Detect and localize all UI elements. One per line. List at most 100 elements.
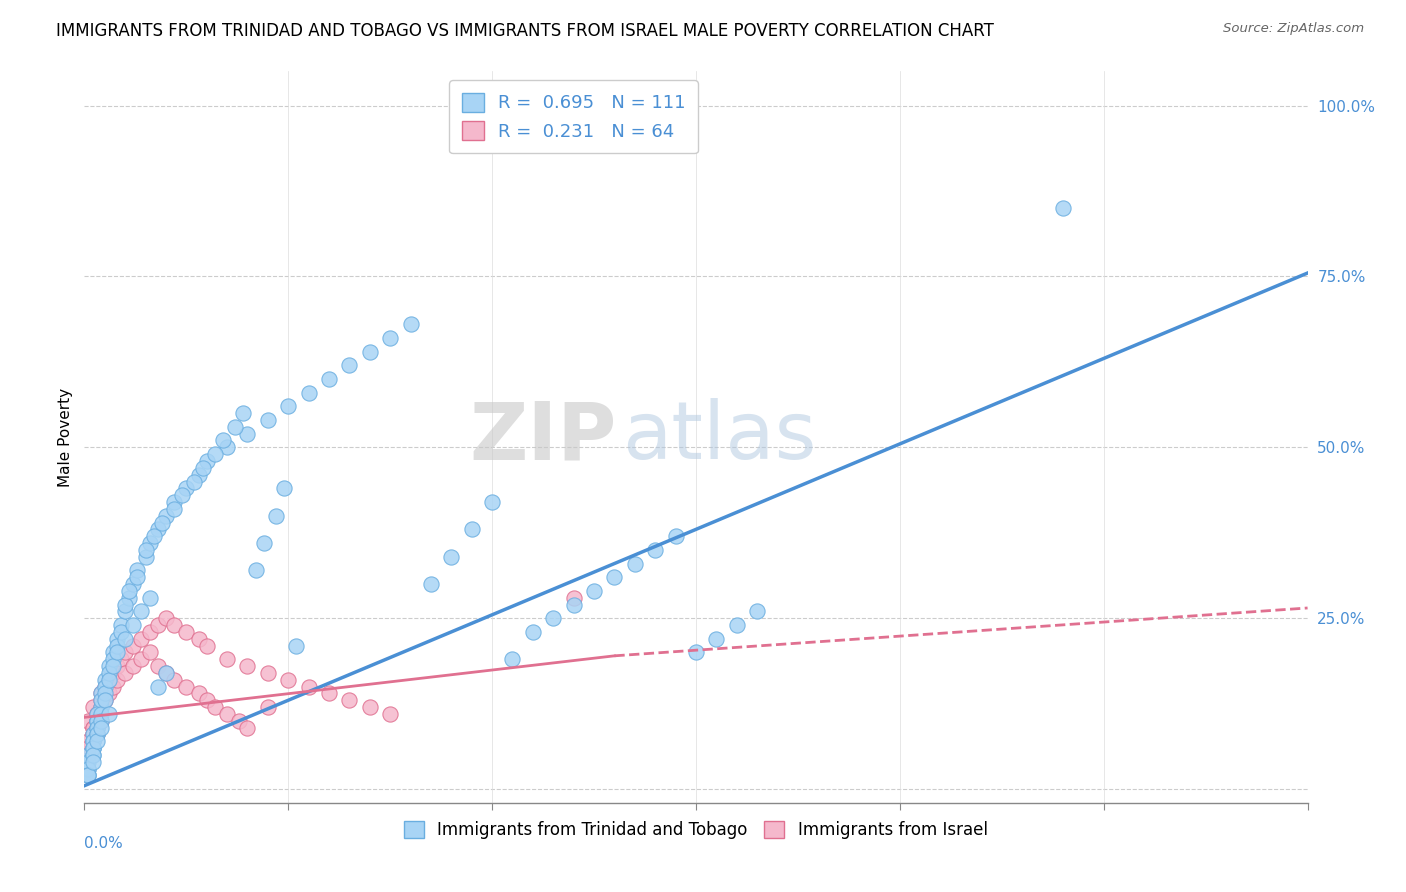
- Point: [138, 536, 160, 550]
- Point: [97, 665, 120, 680]
- Point: [195, 639, 218, 653]
- Point: [253, 536, 276, 550]
- Point: [118, 583, 141, 598]
- Point: [163, 501, 186, 516]
- Point: [77, 734, 100, 748]
- Point: [131, 652, 153, 666]
- Point: [187, 632, 209, 646]
- Point: [236, 721, 259, 735]
- Point: [155, 508, 177, 523]
- Point: [93, 673, 115, 687]
- Point: [174, 624, 197, 639]
- Point: [122, 577, 145, 591]
- Point: [146, 618, 169, 632]
- Point: [217, 652, 239, 666]
- Point: [1052, 201, 1074, 215]
- Point: [82, 747, 104, 762]
- Point: [318, 686, 340, 700]
- Point: [90, 693, 112, 707]
- Point: [187, 467, 209, 482]
- Text: IMMIGRANTS FROM TRINIDAD AND TOBAGO VS IMMIGRANTS FROM ISRAEL MALE POVERTY CORRE: IMMIGRANTS FROM TRINIDAD AND TOBAGO VS I…: [56, 22, 994, 40]
- Point: [522, 624, 544, 639]
- Point: [82, 741, 104, 756]
- Point: [82, 734, 104, 748]
- Point: [135, 542, 157, 557]
- Point: [339, 359, 361, 373]
- Point: [90, 686, 112, 700]
- Point: [644, 542, 666, 557]
- Point: [86, 721, 108, 735]
- Point: [93, 686, 115, 700]
- Point: [97, 706, 120, 721]
- Legend: Immigrants from Trinidad and Tobago, Immigrants from Israel: Immigrants from Trinidad and Tobago, Imm…: [395, 813, 997, 847]
- Point: [298, 385, 321, 400]
- Point: [224, 420, 246, 434]
- Point: [245, 563, 267, 577]
- Point: [93, 680, 115, 694]
- Point: [665, 529, 688, 543]
- Point: [101, 659, 124, 673]
- Point: [420, 577, 443, 591]
- Point: [257, 700, 280, 714]
- Point: [77, 741, 100, 756]
- Point: [583, 583, 606, 598]
- Point: [204, 700, 226, 714]
- Point: [257, 665, 280, 680]
- Point: [195, 693, 218, 707]
- Point: [155, 611, 177, 625]
- Point: [174, 680, 197, 694]
- Point: [82, 727, 104, 741]
- Point: [110, 652, 132, 666]
- Point: [217, 440, 239, 454]
- Point: [114, 598, 136, 612]
- Point: [90, 693, 112, 707]
- Point: [86, 706, 108, 721]
- Point: [122, 639, 145, 653]
- Point: [86, 714, 108, 728]
- Point: [86, 727, 108, 741]
- Point: [86, 706, 108, 721]
- Point: [90, 700, 112, 714]
- Point: [339, 693, 361, 707]
- Point: [101, 680, 124, 694]
- Point: [122, 618, 145, 632]
- Point: [77, 714, 100, 728]
- Point: [77, 762, 100, 776]
- Point: [359, 700, 381, 714]
- Point: [138, 624, 160, 639]
- Point: [118, 591, 141, 605]
- Point: [82, 727, 104, 741]
- Point: [236, 426, 259, 441]
- Point: [127, 570, 149, 584]
- Point: [131, 604, 153, 618]
- Point: [97, 659, 120, 673]
- Text: Source: ZipAtlas.com: Source: ZipAtlas.com: [1223, 22, 1364, 36]
- Point: [236, 659, 259, 673]
- Point: [747, 604, 769, 618]
- Point: [77, 747, 100, 762]
- Point: [481, 495, 503, 509]
- Point: [142, 529, 165, 543]
- Point: [82, 734, 104, 748]
- Point: [77, 768, 100, 782]
- Point: [110, 624, 132, 639]
- Point: [131, 632, 153, 646]
- Point: [86, 734, 108, 748]
- Point: [195, 454, 218, 468]
- Point: [277, 673, 299, 687]
- Point: [273, 481, 295, 495]
- Point: [90, 700, 112, 714]
- Point: [82, 700, 104, 714]
- Point: [191, 460, 214, 475]
- Point: [90, 714, 112, 728]
- Point: [82, 721, 104, 735]
- Point: [86, 714, 108, 728]
- Point: [82, 727, 104, 741]
- Point: [318, 372, 340, 386]
- Point: [172, 488, 194, 502]
- Point: [228, 714, 250, 728]
- Point: [502, 652, 524, 666]
- Point: [82, 747, 104, 762]
- Point: [562, 591, 585, 605]
- Point: [155, 665, 177, 680]
